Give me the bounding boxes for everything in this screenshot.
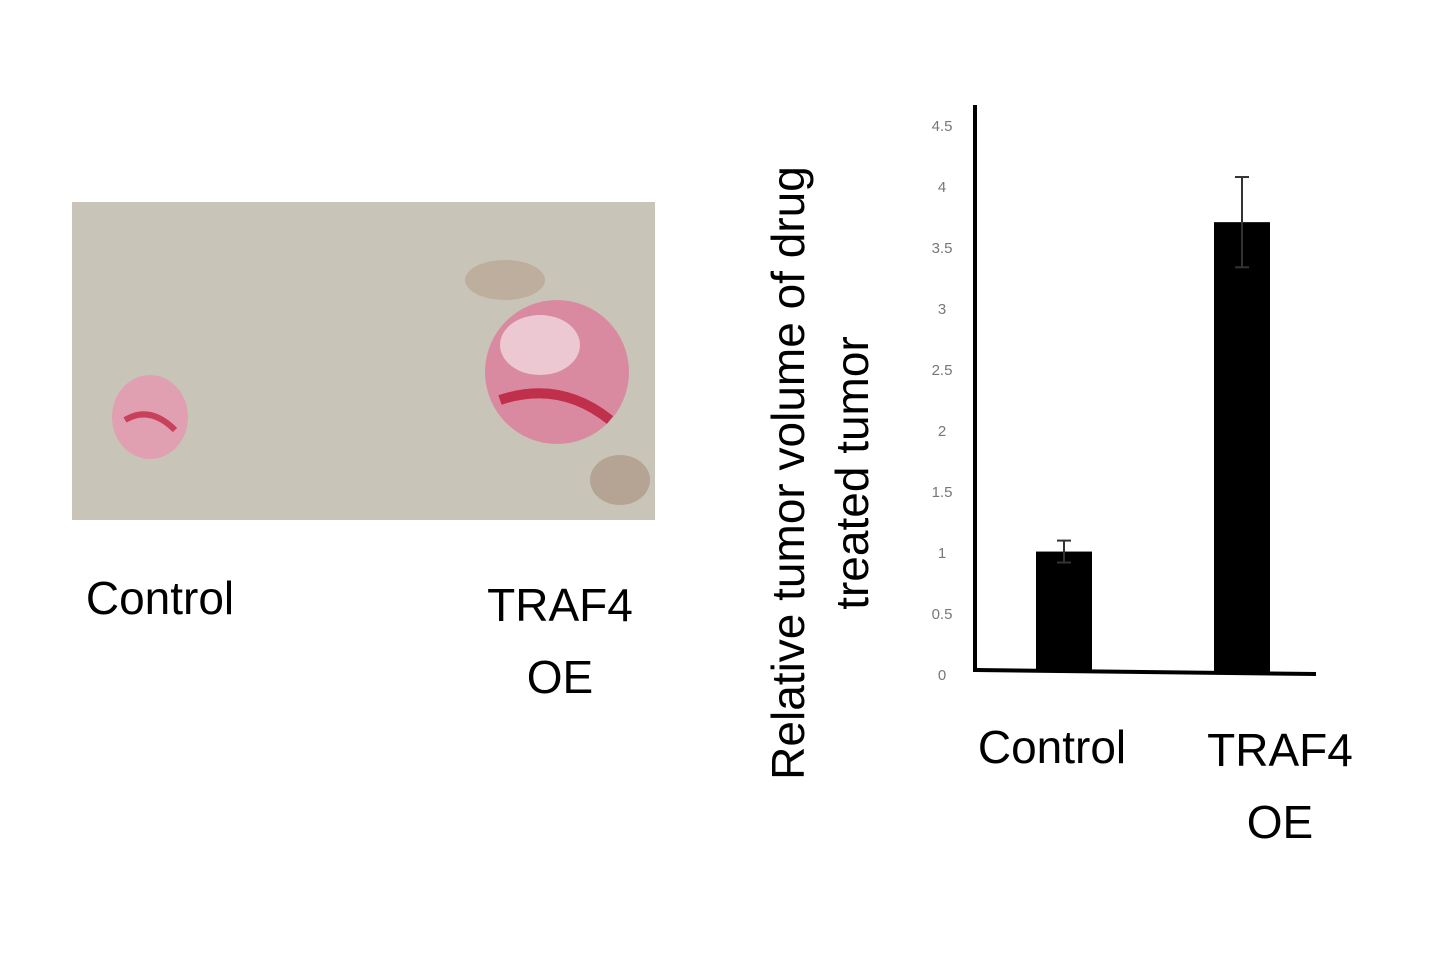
photo-label: Control: [85, 572, 235, 624]
y-tick-label: 2: [938, 423, 946, 440]
y-tick-label: 3.5: [932, 240, 953, 257]
error-bar: [1057, 539, 1071, 564]
y-tick-label: 2.5: [932, 362, 953, 379]
bar: [1036, 551, 1092, 672]
tumor-photo: [72, 202, 655, 520]
x-axis: [974, 668, 1317, 676]
error-bar: [1235, 176, 1249, 269]
x-tick-label: Control: [977, 721, 1127, 773]
y-tick-label: 0.5: [932, 606, 953, 623]
y-tick-label: 0: [938, 667, 946, 684]
y-tick-label: 1.5: [932, 484, 953, 501]
y-tick-label: 3: [938, 301, 946, 318]
y-tick-label: 4.5: [932, 118, 953, 135]
y-tick-label: 4: [938, 179, 946, 196]
y-tick-label: 1: [938, 545, 946, 562]
x-tick-label: TRAF4 OE: [1207, 724, 1353, 848]
photo-label: TRAF4 OE: [487, 579, 633, 703]
bar: [1214, 222, 1270, 672]
y-axis-label: Relative tumor volume of drug treated tu…: [762, 166, 878, 780]
